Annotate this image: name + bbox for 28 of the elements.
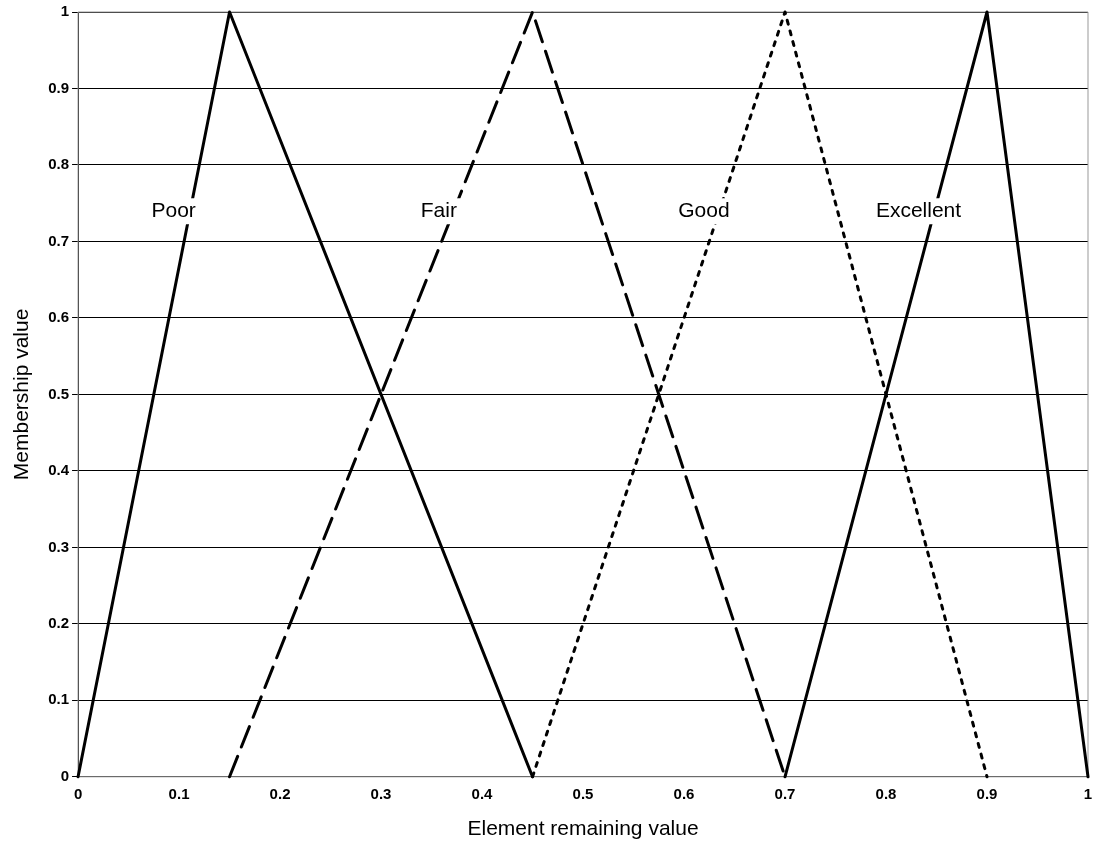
x-tick-label: 0.3	[370, 784, 392, 802]
x-axis-title: Element remaining value	[467, 816, 699, 840]
series-label: Fair	[420, 198, 457, 221]
y-tick-label: 0.8	[48, 155, 70, 173]
y-axis-title: Membership value	[9, 308, 33, 481]
x-tick-label: 0.4	[471, 784, 494, 802]
x-tick-label: 0.7	[774, 784, 796, 802]
y-tick-label: 0.1	[48, 690, 70, 708]
y-tick-label: 0.3	[48, 537, 70, 555]
y-tick-label: 0.2	[48, 613, 70, 631]
y-tick-label: 0.5	[48, 384, 70, 402]
y-tick-label: 0.9	[48, 78, 70, 96]
series-label: Excellent	[875, 198, 962, 221]
y-tick-label: 0.4	[48, 461, 70, 479]
y-tick-label: 0	[60, 766, 70, 784]
x-tick-label: 0.9	[976, 784, 998, 802]
x-tick-label: 0.1	[168, 784, 190, 802]
y-tick-label: 1	[60, 2, 70, 20]
x-tick-label: 0.2	[269, 784, 291, 802]
y-tick-label: 0.6	[48, 308, 70, 326]
x-tick-label: 0.6	[673, 784, 695, 802]
x-tick-label: 0.5	[572, 784, 594, 802]
x-tick-label: 1	[1083, 784, 1093, 802]
x-tick-label: 0.8	[875, 784, 897, 802]
series-label: Good	[678, 198, 730, 221]
x-tick-label: 0	[73, 784, 83, 802]
y-tick-label: 0.7	[48, 231, 70, 249]
series-label: Poor	[151, 198, 196, 221]
